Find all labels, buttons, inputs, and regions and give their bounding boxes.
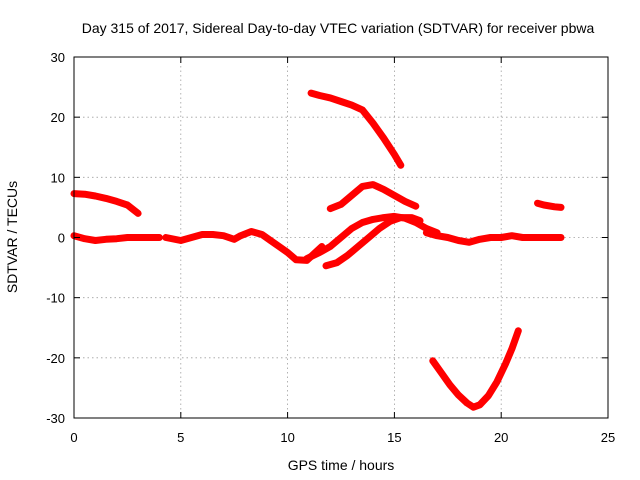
chart-title: Day 315 of 2017, Sidereal Day-to-day VTE…	[82, 20, 595, 36]
x-tick-label: 5	[177, 430, 184, 445]
y-tick-label: 20	[51, 110, 65, 125]
x-tick-label: 15	[387, 430, 401, 445]
series-line-early-upper	[70, 190, 142, 217]
x-tick-label: 0	[70, 430, 77, 445]
x-tick-label: 10	[280, 430, 294, 445]
series-line-right-upper	[534, 199, 565, 211]
y-tick-label: 10	[51, 170, 65, 185]
data-series	[70, 89, 565, 411]
series-line-top-descending	[307, 89, 405, 169]
x-axis-label: GPS time / hours	[288, 457, 395, 473]
y-tick-label: -30	[46, 411, 65, 426]
y-tick-label: 30	[51, 50, 65, 65]
series-line-baseline-mid	[162, 228, 326, 264]
x-tick-label: 25	[601, 430, 615, 445]
series-line-hump	[326, 181, 420, 213]
axis-ticks: 0 5 10 15 20 25 -30 -20 -10 0 10 20 30	[46, 50, 615, 445]
x-tick-label: 20	[494, 430, 508, 445]
series-line-baseline-late	[422, 229, 565, 246]
y-tick-label: 0	[58, 231, 65, 246]
y-tick-label: -20	[46, 351, 65, 366]
y-axis-label: SDTVAR / TECUs	[4, 181, 20, 293]
series-line-baseline-early	[70, 232, 163, 244]
y-tick-label: -10	[46, 291, 65, 306]
series-line-rising-b	[322, 214, 424, 270]
series-line-trough	[429, 327, 522, 411]
